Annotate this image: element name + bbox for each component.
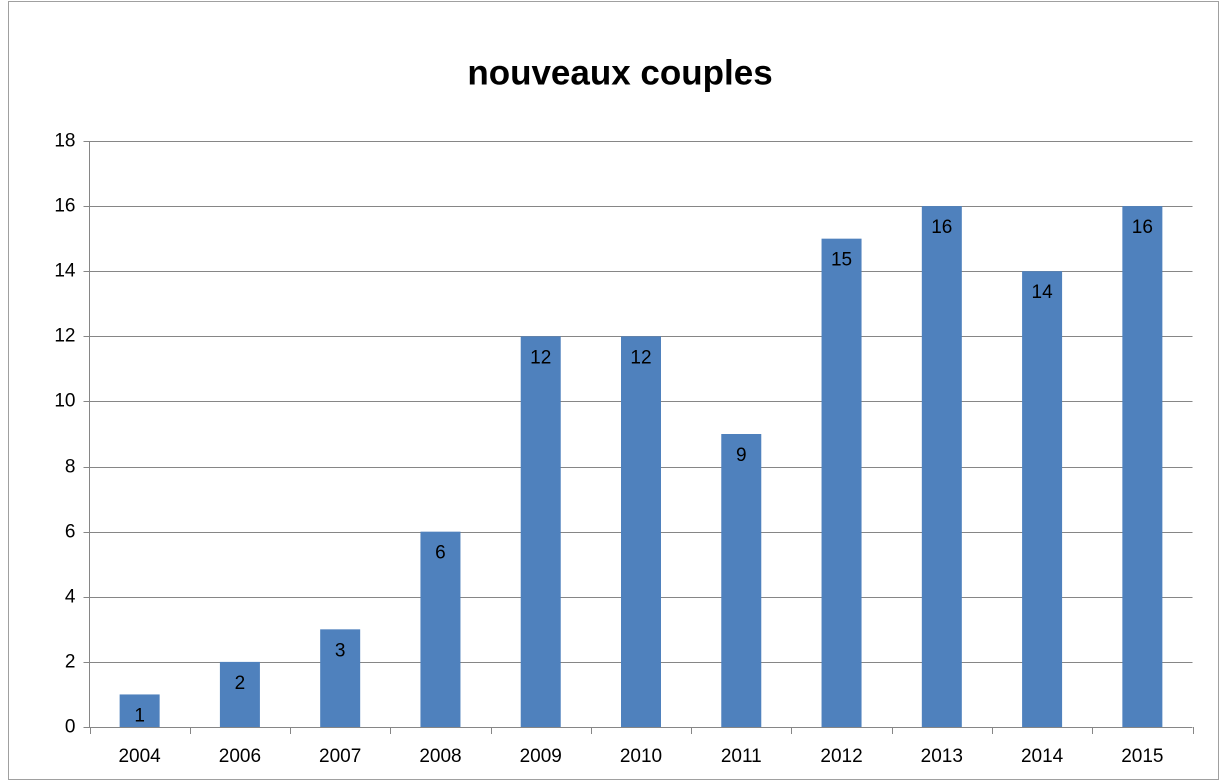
- y-tick-label: 10: [54, 391, 75, 412]
- y-tick-label: 12: [54, 326, 75, 347]
- y-tick-label: 4: [65, 587, 76, 608]
- data-label: 12: [630, 347, 651, 368]
- data-label: 16: [1132, 217, 1153, 238]
- x-tick-label: 2013: [921, 746, 963, 767]
- chart-border: [8, 1, 1219, 780]
- data-label: 2: [235, 673, 246, 694]
- bar: [1022, 271, 1063, 727]
- y-tick-label: 6: [65, 522, 76, 543]
- data-label: 9: [736, 445, 747, 466]
- x-tick-label: 2007: [319, 746, 361, 767]
- bar: [320, 629, 361, 727]
- x-tick-label: 2012: [820, 746, 862, 767]
- data-label: 1: [134, 705, 145, 726]
- y-tick-label: 18: [54, 131, 75, 152]
- bar: [821, 238, 862, 727]
- bar: [520, 336, 561, 727]
- bar: [721, 434, 762, 727]
- x-tick-label: 2015: [1121, 746, 1163, 767]
- y-tick-label: 2: [65, 652, 76, 673]
- x-tick-label: 2006: [219, 746, 261, 767]
- bar: [921, 206, 962, 728]
- data-label: 6: [435, 543, 446, 564]
- data-label: 16: [931, 217, 952, 238]
- data-label: 14: [1032, 282, 1054, 303]
- data-label: 12: [530, 347, 551, 368]
- x-tick-label: 2011: [721, 746, 762, 767]
- bar: [1122, 206, 1163, 728]
- y-tick-label: 14: [54, 261, 76, 282]
- y-tick-label: 8: [65, 457, 76, 478]
- bar: [219, 661, 260, 727]
- data-label: 15: [831, 250, 852, 271]
- x-tick-label: 2009: [520, 746, 562, 767]
- y-tick-label: 16: [54, 196, 75, 217]
- bar: [621, 336, 661, 727]
- data-label: 3: [335, 640, 346, 661]
- x-tick-label: 2010: [620, 746, 662, 767]
- y-tick-label: 0: [65, 717, 76, 738]
- x-tick-label: 2014: [1021, 746, 1064, 767]
- bar: [420, 531, 461, 727]
- x-tick-label: 2008: [419, 746, 461, 767]
- x-tick-label: 2004: [118, 746, 161, 767]
- bar: [119, 694, 160, 727]
- chart-title: nouveaux couples: [467, 53, 772, 92]
